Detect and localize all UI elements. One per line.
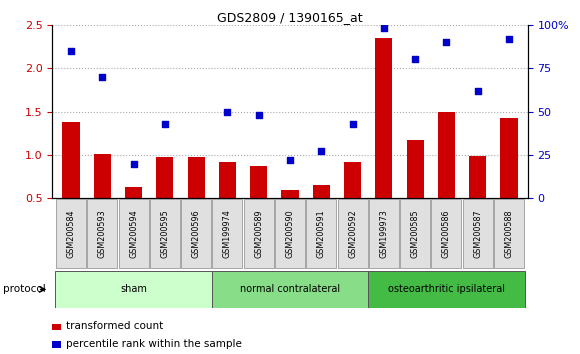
Point: [160, 121, 169, 126]
FancyBboxPatch shape: [212, 271, 368, 308]
Text: normal contralateral: normal contralateral: [240, 284, 340, 295]
Text: osteoarthritic ipsilateral: osteoarthritic ipsilateral: [388, 284, 505, 295]
Bar: [187, 158, 205, 198]
FancyBboxPatch shape: [56, 199, 86, 268]
Text: GSM200590: GSM200590: [285, 209, 295, 258]
FancyBboxPatch shape: [87, 199, 117, 268]
Text: GSM200587: GSM200587: [473, 209, 482, 258]
FancyBboxPatch shape: [212, 199, 242, 268]
Text: GSM200593: GSM200593: [98, 209, 107, 258]
FancyBboxPatch shape: [368, 271, 525, 308]
Point: [505, 36, 514, 41]
Bar: [344, 162, 361, 198]
FancyBboxPatch shape: [494, 199, 524, 268]
Text: GSM200594: GSM200594: [129, 209, 138, 258]
Text: GSM200588: GSM200588: [505, 209, 513, 258]
FancyBboxPatch shape: [181, 199, 211, 268]
Bar: [438, 112, 455, 198]
Text: GDS2809 / 1390165_at: GDS2809 / 1390165_at: [217, 11, 363, 24]
Text: GSM200592: GSM200592: [348, 209, 357, 258]
Bar: [52, 341, 61, 348]
Bar: [125, 187, 142, 198]
Bar: [281, 190, 299, 198]
Point: [442, 39, 451, 45]
Point: [285, 157, 295, 163]
Point: [473, 88, 483, 93]
Bar: [375, 38, 393, 198]
Bar: [469, 156, 487, 198]
FancyBboxPatch shape: [369, 199, 399, 268]
FancyBboxPatch shape: [338, 199, 368, 268]
FancyBboxPatch shape: [400, 199, 430, 268]
Bar: [156, 158, 173, 198]
Text: GSM199973: GSM199973: [379, 209, 389, 258]
FancyBboxPatch shape: [118, 199, 148, 268]
Point: [97, 74, 107, 80]
Point: [223, 109, 232, 114]
Text: GSM200585: GSM200585: [411, 209, 420, 258]
Point: [254, 112, 263, 118]
FancyBboxPatch shape: [463, 199, 493, 268]
Bar: [93, 154, 111, 198]
Point: [129, 161, 138, 166]
FancyBboxPatch shape: [150, 199, 180, 268]
Point: [317, 149, 326, 154]
Text: percentile rank within the sample: percentile rank within the sample: [66, 339, 241, 349]
FancyBboxPatch shape: [275, 199, 305, 268]
FancyBboxPatch shape: [55, 271, 212, 308]
Point: [348, 121, 357, 126]
Bar: [313, 185, 330, 198]
Text: GSM200595: GSM200595: [160, 209, 169, 258]
Bar: [52, 324, 61, 330]
Point: [66, 48, 75, 53]
Text: GSM200596: GSM200596: [191, 209, 201, 258]
Point: [411, 57, 420, 62]
FancyBboxPatch shape: [432, 199, 462, 268]
Text: transformed count: transformed count: [66, 321, 163, 331]
Point: [379, 25, 389, 31]
Text: protocol: protocol: [3, 284, 46, 295]
Bar: [407, 140, 424, 198]
Text: GSM200584: GSM200584: [67, 209, 75, 258]
Bar: [250, 166, 267, 198]
Text: GSM200586: GSM200586: [442, 209, 451, 258]
FancyBboxPatch shape: [306, 199, 336, 268]
Bar: [63, 122, 79, 198]
Text: GSM200589: GSM200589: [254, 209, 263, 258]
Text: sham: sham: [120, 284, 147, 295]
FancyBboxPatch shape: [244, 199, 274, 268]
Text: GSM200591: GSM200591: [317, 209, 326, 258]
Bar: [219, 162, 236, 198]
Text: GSM199974: GSM199974: [223, 209, 232, 258]
Bar: [501, 119, 517, 198]
